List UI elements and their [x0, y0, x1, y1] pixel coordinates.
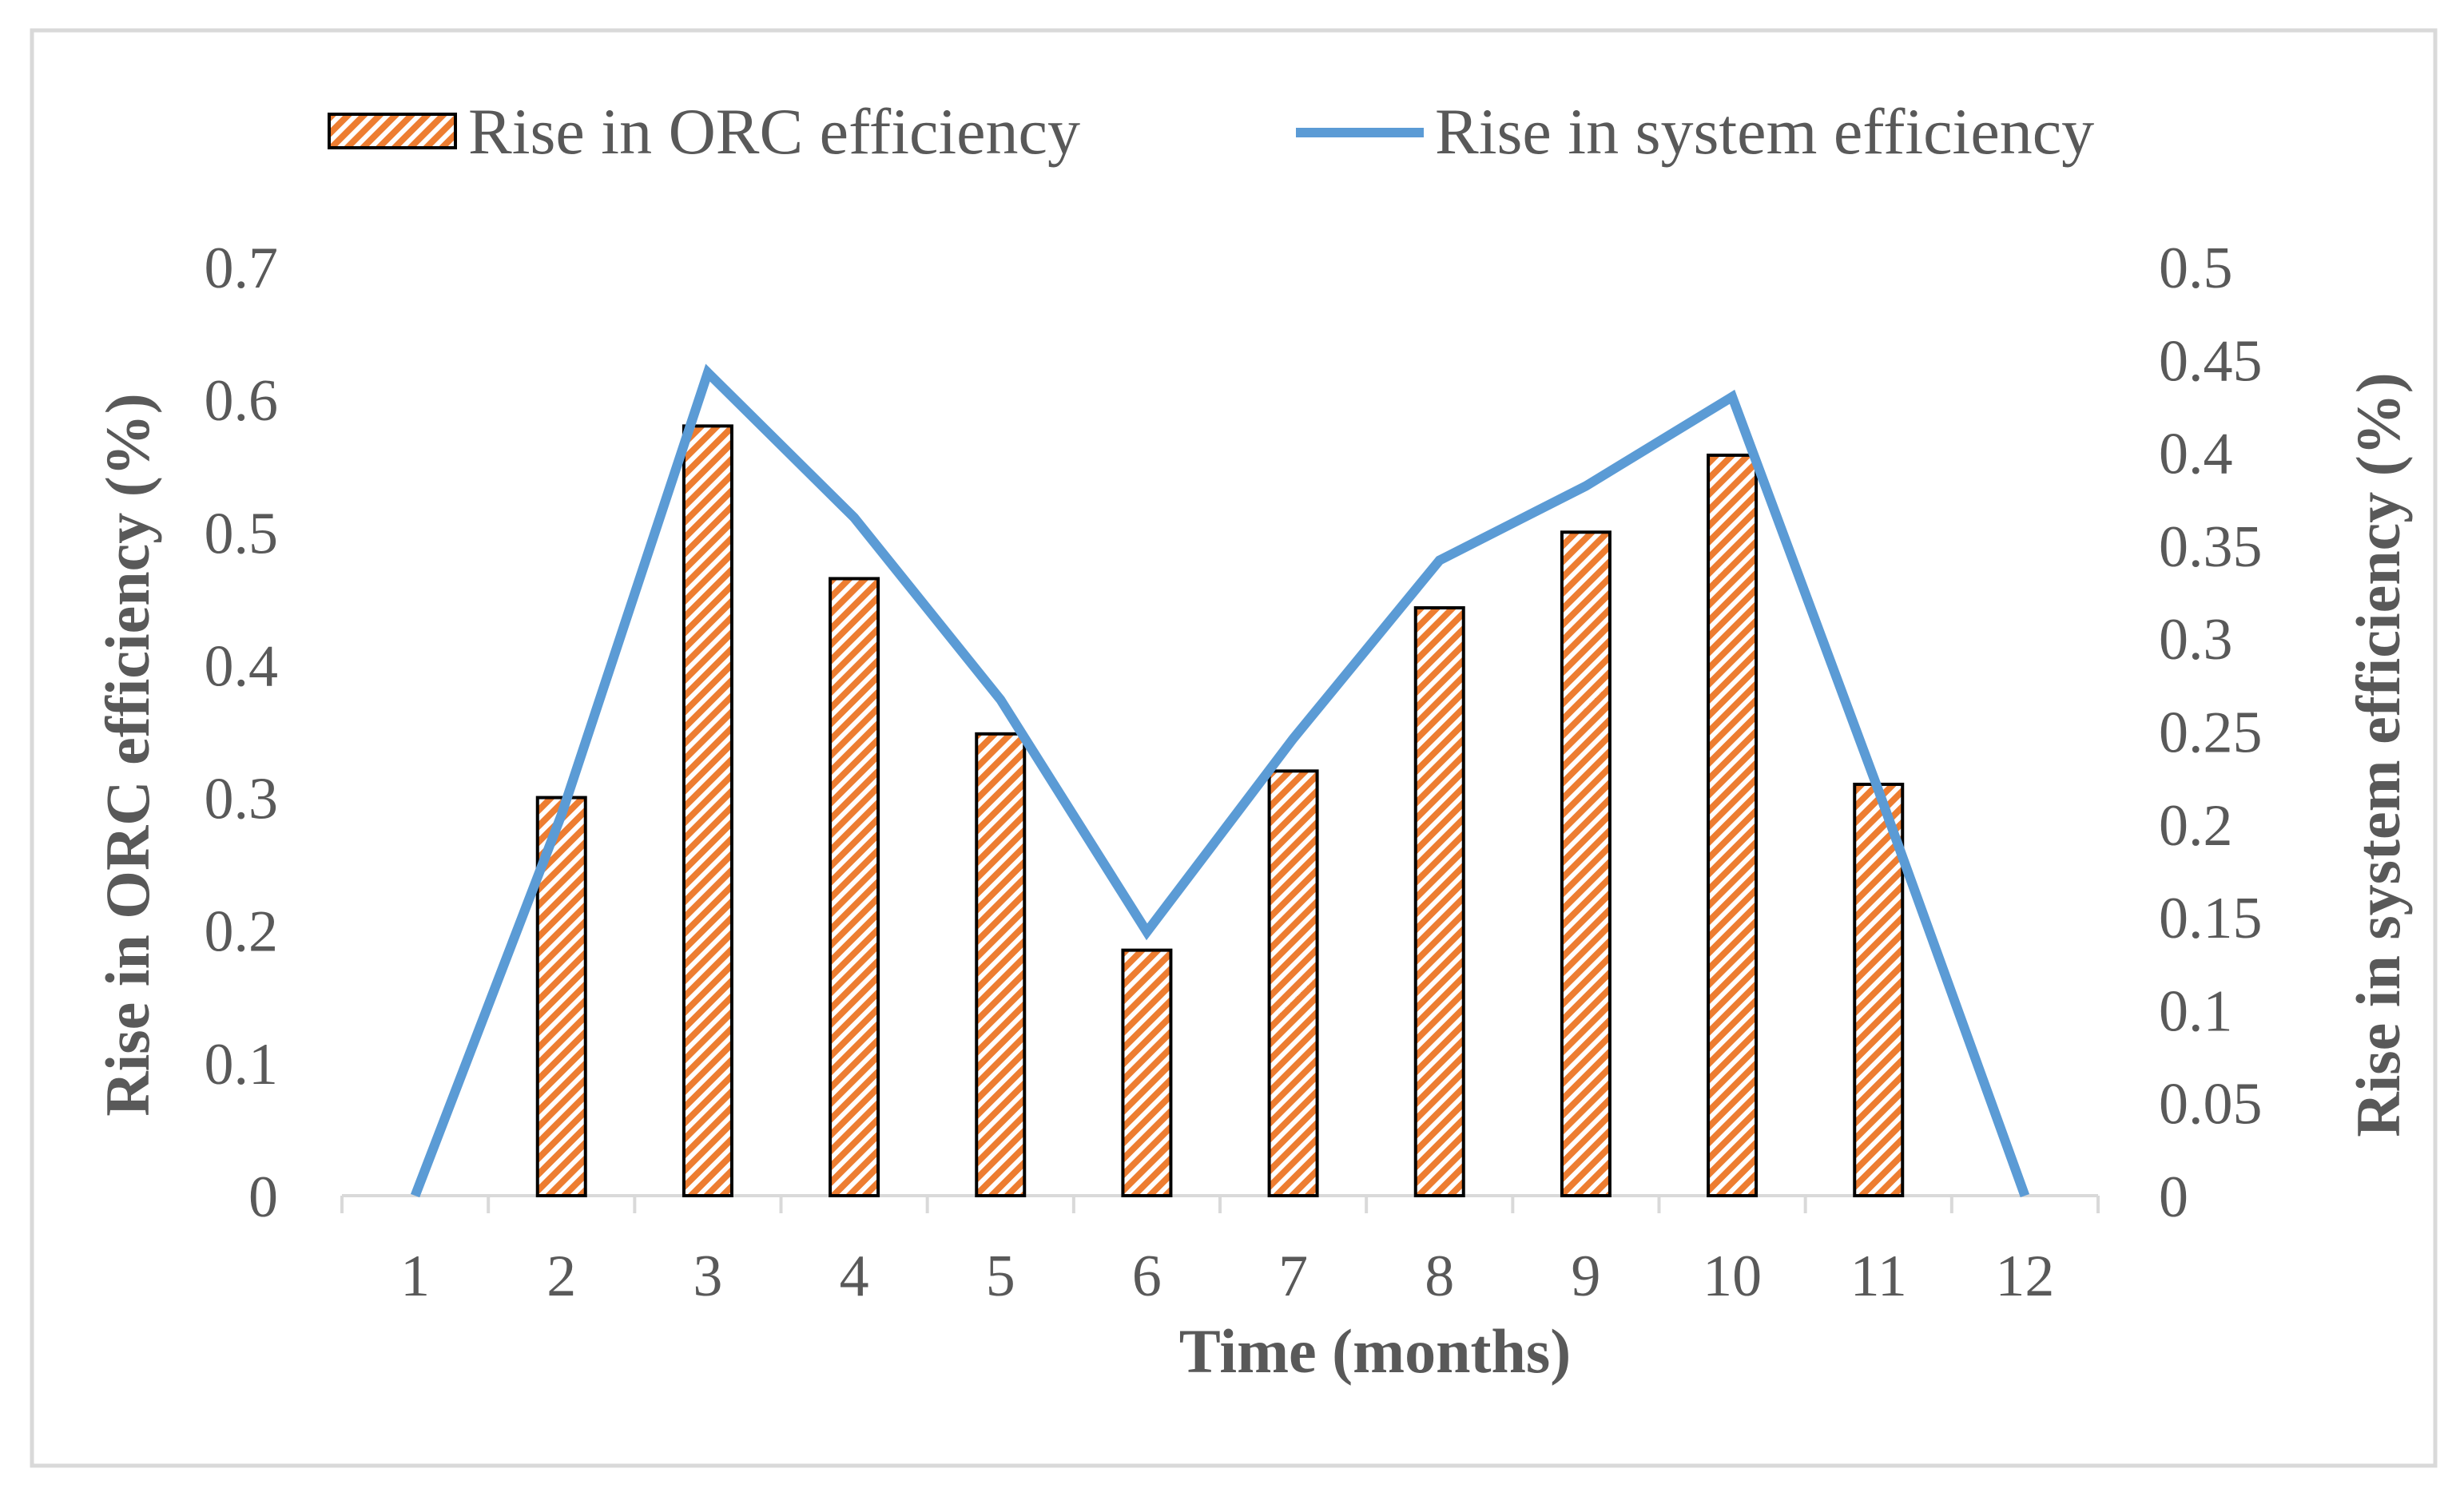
left-tick-label: 0.4	[205, 633, 279, 699]
chart-frame	[30, 28, 2438, 1468]
y-axis-title-left: Rise in ORC efficiency (%)	[93, 393, 162, 1116]
legend: Rise in ORC efficiency Rise in system ef…	[328, 95, 2094, 168]
x-tick-label: 1	[400, 1244, 430, 1309]
orc-bar	[1413, 605, 1465, 1197]
orc-bar	[1560, 530, 1612, 1197]
x-tick-label: 10	[1703, 1244, 1762, 1309]
left-axis-ticks: 0 0.1 0.2 0.3 0.4 0.5 0.6 0.7	[205, 236, 279, 1230]
right-tick-label: 0	[2159, 1165, 2188, 1230]
orc-bar	[682, 424, 733, 1197]
x-tick-label: 12	[1995, 1244, 2054, 1309]
right-tick-label: 0.05	[2159, 1072, 2263, 1137]
right-tick-label: 0.25	[2159, 700, 2263, 766]
x-tick-label: 9	[1571, 1244, 1600, 1309]
x-tick-label: 2	[546, 1244, 576, 1309]
x-tick-label: 11	[1850, 1244, 1907, 1309]
legend-swatch-orc	[328, 113, 457, 149]
orc-bar	[1121, 948, 1173, 1198]
right-tick-label: 0.15	[2159, 886, 2263, 951]
legend-label-orc: Rise in ORC efficiency	[468, 95, 1080, 168]
left-tick-label: 0.3	[205, 767, 279, 832]
left-tick-label: 0.2	[205, 899, 279, 965]
right-tick-label: 0.45	[2159, 328, 2263, 394]
x-tick-label: 6	[1132, 1244, 1162, 1309]
x-tick-label: 8	[1425, 1244, 1454, 1309]
right-tick-label: 0.1	[2159, 978, 2233, 1044]
right-tick-label: 0.3	[2159, 607, 2233, 673]
orc-bar	[975, 732, 1027, 1197]
right-tick-label: 0.5	[2159, 236, 2233, 301]
orc-bar	[1707, 453, 1759, 1197]
x-tick-label: 3	[693, 1244, 722, 1309]
right-tick-label: 0.2	[2159, 793, 2233, 859]
orc-bar	[1267, 769, 1319, 1197]
x-axis-ticks: 1 2 3 4 5 6 7 8 9 10 11 12	[400, 1244, 2054, 1309]
right-axis-ticks: 0 0.05 0.1 0.15 0.2 0.25 0.3 0.35 0.4 0.45 0.5	[2159, 236, 2263, 1230]
left-tick-label: 0.7	[205, 236, 279, 301]
left-tick-label: 0	[248, 1165, 278, 1230]
system-efficiency-line	[410, 363, 2030, 1198]
left-tick-label: 0.1	[205, 1032, 279, 1097]
orc-bars	[535, 424, 1905, 1198]
orc-bar	[829, 577, 880, 1197]
system-line	[410, 363, 2030, 1198]
x-axis	[340, 1194, 2100, 1213]
right-tick-label: 0.35	[2159, 514, 2263, 580]
x-tick-label: 7	[1278, 1244, 1308, 1309]
right-tick-label: 0.4	[2159, 422, 2233, 487]
x-tick-label: 4	[840, 1244, 869, 1309]
x-tick-label: 5	[986, 1244, 1015, 1309]
legend-label-system: Rise in system efficiency	[1435, 95, 2094, 168]
left-tick-label: 0.5	[205, 501, 279, 566]
y-axis-title-right: Rise in system efficiency (%)	[2343, 372, 2413, 1137]
x-axis-title: Time (months)	[1179, 1316, 1571, 1386]
left-tick-label: 0.6	[205, 368, 279, 434]
orc-bar	[1853, 782, 1905, 1197]
